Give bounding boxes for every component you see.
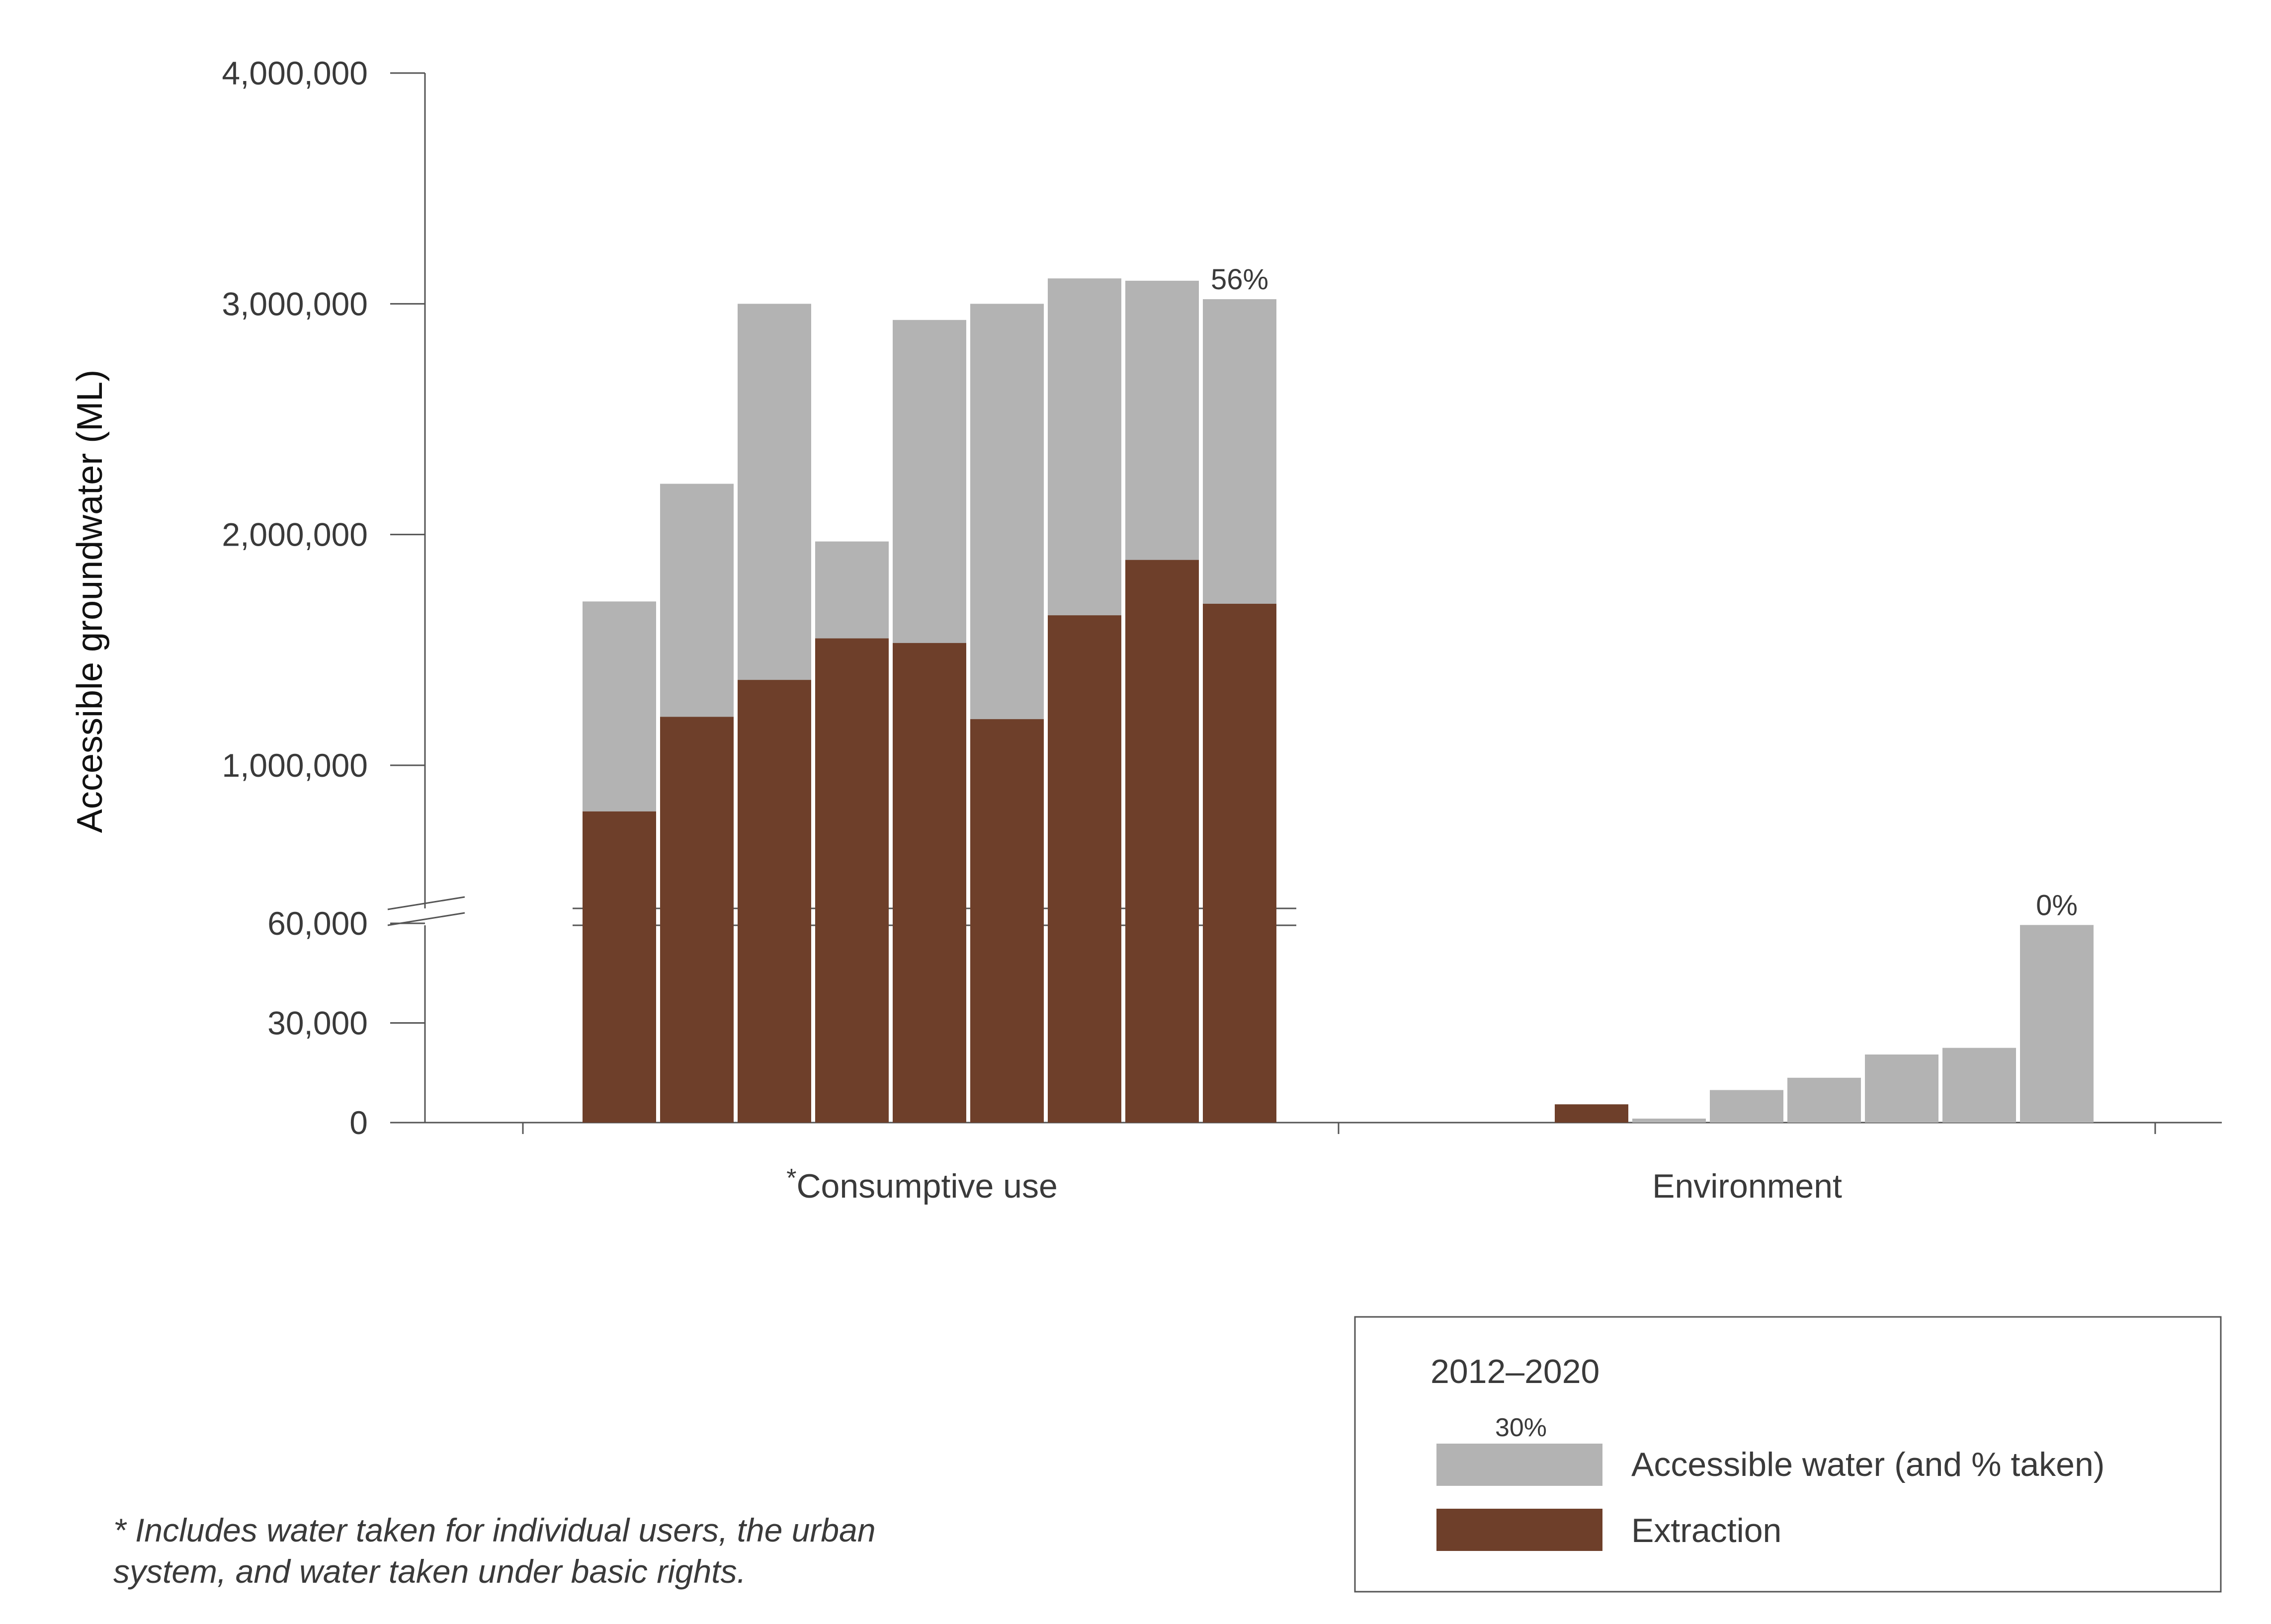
y-tick-lower-2-label: 60,000: [267, 905, 368, 942]
category-labels: *Consumptive use Environment: [786, 1164, 1842, 1205]
y-tick-lower-0-label: 0: [349, 1104, 368, 1141]
bar-pct-label-0: 56%: [1211, 263, 1268, 296]
category-label-0: *Consumptive use: [786, 1164, 1058, 1205]
y-tick-upper-0-label: 1,000,000: [222, 747, 368, 784]
y-tick-upper-3-label: 4,000,000: [222, 55, 368, 91]
bar-extraction-0-2: [738, 680, 811, 1123]
bar-extraction-0-3: [815, 638, 889, 1123]
bar-extraction-0-4: [893, 643, 966, 1123]
bar-accessible-1-5: [1942, 1048, 2016, 1123]
footnote-line-2: system, and water taken under basic righ…: [113, 1553, 746, 1590]
bar-extraction-0-8: [1203, 603, 1276, 1123]
bar-extraction-0-7: [1125, 560, 1199, 1123]
y-ticks: 0 30,000 60,000 1,000,000 2,000,000 3,000,000…: [222, 55, 425, 1141]
legend-swatch-accessible: [1436, 1444, 1602, 1486]
bar-accessible-1-1: [1632, 1118, 1706, 1123]
category-label-1: Environment: [1652, 1167, 1842, 1205]
y-tick-upper-2-label: 3,000,000: [222, 285, 368, 322]
bar-accessible-1-2: [1710, 1090, 1783, 1123]
bar-extraction-0-0: [583, 811, 656, 1123]
legend-swatch-extraction: [1436, 1509, 1602, 1551]
bar-extraction-0-5: [970, 719, 1044, 1123]
bar-accessible-1-3: [1787, 1077, 1861, 1123]
category-text: Consumptive use: [796, 1167, 1057, 1205]
legend-title: 2012–2020: [1430, 1353, 1599, 1390]
footnote-line-1: * Includes water taken for individual us…: [113, 1512, 876, 1548]
bar-extraction-0-6: [1048, 615, 1121, 1123]
bar-extraction-1-0: [1555, 1104, 1628, 1123]
bar-accessible-1-4: [1865, 1054, 1938, 1123]
bars: [583, 278, 2094, 1123]
legend: 2012–2020 30% Accessible water (and % ta…: [1354, 1316, 2222, 1593]
legend-label-extraction: Extraction: [1631, 1512, 1781, 1549]
legend-label-accessible: Accessible water (and % taken): [1631, 1446, 2104, 1483]
bar-labels: 56% 0%: [1211, 263, 2078, 921]
bar-extraction-0-1: [660, 717, 734, 1123]
y-tick-lower-1-label: 30,000: [267, 1005, 368, 1042]
y-axis-label: Accessible groundwater (ML): [70, 370, 110, 833]
y-tick-upper-1-label: 2,000,000: [222, 516, 368, 553]
legend-example-pct: 30%: [1495, 1413, 1547, 1442]
bar-pct-label-1: 0%: [2036, 889, 2078, 921]
category-footnote-marker: *: [786, 1164, 796, 1193]
bar-accessible-1-6: [2020, 925, 2094, 1123]
axis-break-slash-top: [387, 896, 465, 910]
